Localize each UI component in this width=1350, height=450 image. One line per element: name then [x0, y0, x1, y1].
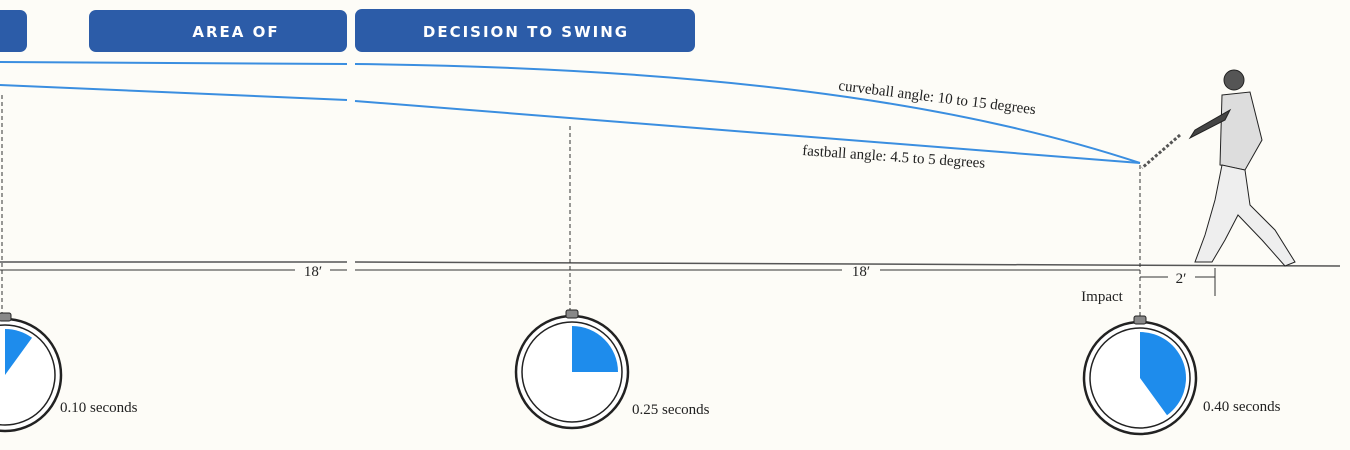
elapsed-wedge — [572, 326, 618, 372]
stopwatch-rim — [521, 321, 623, 423]
stopwatch-crown — [565, 309, 579, 319]
stopwatch-rim — [1089, 327, 1191, 429]
ground — [0, 261, 1341, 267]
distance-label: 18′ — [304, 264, 322, 280]
fastball-path — [0, 84, 1141, 164]
impact-label: Impact — [1081, 289, 1123, 305]
batter — [1141, 69, 1296, 267]
tab-label: AREA OF — [192, 23, 279, 41]
tab — [355, 9, 695, 52]
elapsed-wedge — [1140, 332, 1186, 416]
distance-label: 2′ — [1176, 271, 1187, 287]
tab — [89, 10, 347, 52]
stopwatch-label: 0.25 seconds — [632, 402, 710, 418]
stopwatch-crown — [0, 312, 12, 322]
stopwatch-crown — [1133, 315, 1147, 325]
distance-label: 18′ — [852, 264, 870, 280]
stopwatch-label: 0.40 seconds — [1203, 399, 1281, 415]
tab-label: DECISION TO SWING — [423, 23, 629, 41]
tab — [0, 10, 27, 52]
stopwatches: 0.10 seconds 0.25 seconds 0.40 seconds — [0, 309, 1281, 436]
curveball-path — [0, 61, 1141, 164]
stopwatch-label: 0.10 seconds — [60, 400, 138, 416]
elapsed-wedge — [5, 329, 33, 375]
dimension-lines — [0, 268, 1216, 296]
stopwatch-rim — [0, 324, 56, 426]
